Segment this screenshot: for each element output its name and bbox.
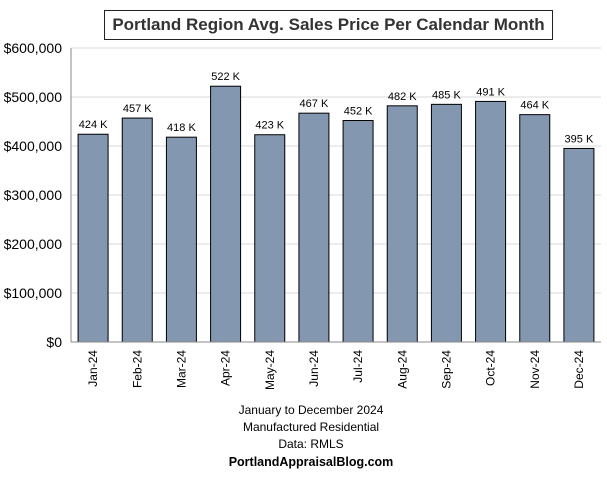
x-tick-label: Aug-24 [395,350,409,389]
caption-property-type: Manufactured Residential [242,420,380,434]
bar [519,114,551,343]
x-tick-label: Jan-24 [86,350,100,387]
x-tick-label: Apr-24 [219,350,233,386]
y-tick-label: $0 [46,334,62,350]
bar-data-label: 452 K [344,106,373,118]
bar [563,147,595,343]
y-tick-label: $300,000 [4,187,63,203]
x-tick-label: Jun-24 [307,350,321,387]
y-tick-label: $600,000 [4,40,63,56]
y-tick-label: $100,000 [4,285,63,301]
bar-data-label: 418 K [167,122,196,134]
bar [121,117,153,343]
bar [254,134,286,343]
y-tick-label: $400,000 [4,138,63,154]
bar-data-label: 457 K [123,103,152,115]
bar [342,120,374,343]
x-tick-label: Nov-24 [528,350,542,389]
x-tick-label: Jul-24 [351,350,365,383]
bar-data-label: 395 K [565,133,594,145]
bars [77,85,595,343]
x-tick-label: May-24 [263,350,277,390]
x-tick-label: Dec-24 [572,350,586,389]
y-tick-label: $500,000 [4,89,63,105]
x-tick-label: Feb-24 [130,350,144,388]
bar [298,112,330,343]
y-axis-tick-labels: $0 $100,000 $200,000 $300,000 $400,000 $500,0… [4,40,63,350]
bar [77,133,109,343]
x-tick-label: Oct-24 [484,350,498,386]
caption-date-range: January to December 2024 [238,403,384,417]
x-tick-label: Mar-24 [174,350,188,388]
bar-data-label: 485 K [432,89,461,101]
bar [210,85,242,343]
bar-data-label: 464 K [520,100,549,112]
bar [475,100,507,343]
bar-data-label: 522 K [211,71,240,83]
bar [430,103,462,343]
bar-data-label: 467 K [300,98,329,110]
bar-data-label: 482 K [388,91,417,103]
caption-data-source: Data: RMLS [278,437,344,451]
x-axis-tick-labels: Jan-24 Feb-24 Mar-24 Apr-24 May-24 Jun-24 Jul-… [86,350,586,390]
bar-data-label: 423 K [255,120,284,132]
axes [70,48,601,343]
bar-data-label: 424 K [79,119,108,131]
bar [165,136,197,343]
bar-data-label: 491 K [476,86,505,98]
bar [386,105,418,343]
y-tick-label: $200,000 [4,236,63,252]
caption-website: PortlandAppraisalBlog.com [228,455,394,469]
chart-title: Portland Region Avg. Sales Price Per Cal… [104,10,553,40]
x-tick-label: Sep-24 [439,350,453,389]
gridlines [71,47,601,294]
data-labels: 424 K 457 K 418 K 522 K 423 K 467 K 452 K 482 K… [79,71,594,145]
